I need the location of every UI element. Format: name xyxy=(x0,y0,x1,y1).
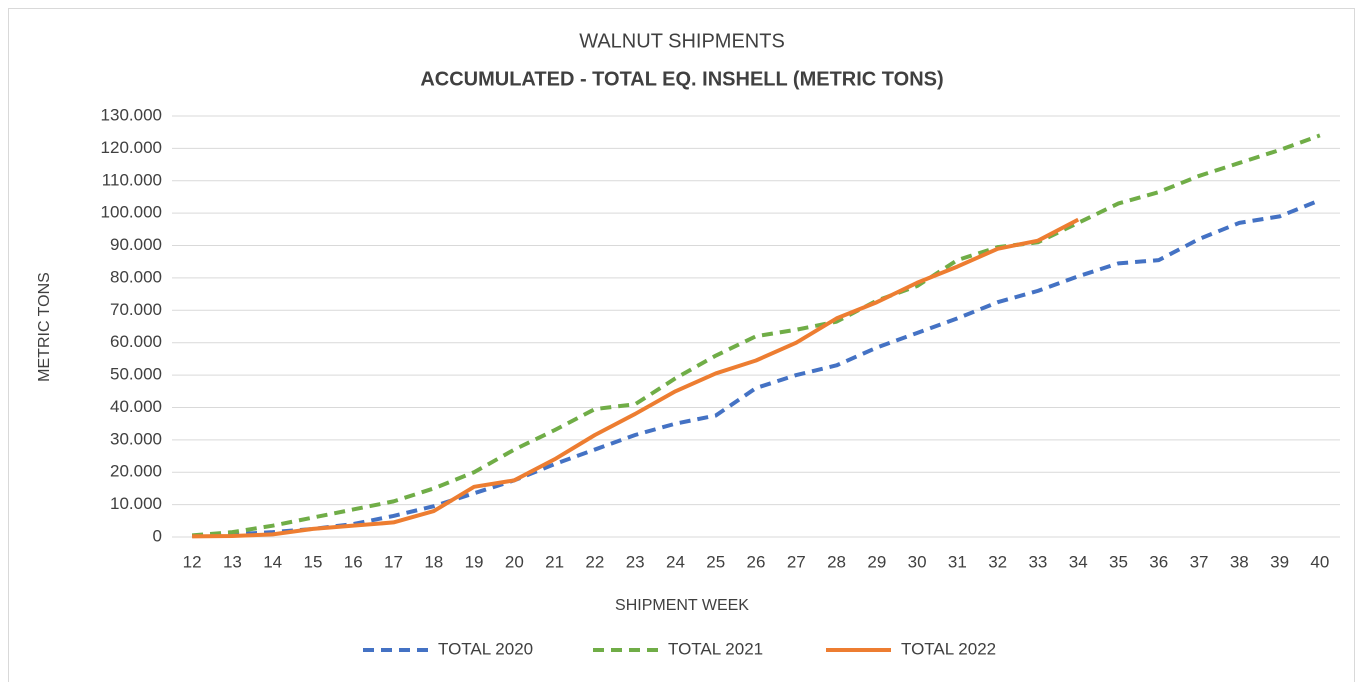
y-tick-label: 70.000 xyxy=(110,300,162,319)
x-tick-label: 17 xyxy=(384,552,403,571)
y-tick-label: 110.000 xyxy=(102,170,162,189)
x-tick-label: 15 xyxy=(304,552,323,571)
x-tick-label: 18 xyxy=(424,552,443,571)
x-tick-label: 20 xyxy=(505,552,524,571)
x-tick-label: 12 xyxy=(183,552,202,571)
chart-subtitle: ACCUMULATED - TOTAL EQ. INSHELL (METRIC … xyxy=(420,68,943,90)
x-tick-label: 34 xyxy=(1069,552,1088,571)
legend-label: TOTAL 2021 xyxy=(668,639,763,658)
y-tick-label: 10.000 xyxy=(110,494,162,513)
y-tick-label: 90.000 xyxy=(110,235,162,254)
chart-title: WALNUT SHIPMENTS xyxy=(579,30,785,52)
y-tick-label: 40.000 xyxy=(110,397,162,416)
y-tick-label: 0 xyxy=(153,526,162,545)
x-tick-label: 23 xyxy=(626,552,645,571)
x-tick-label: 13 xyxy=(223,552,242,571)
x-tick-label: 29 xyxy=(867,552,886,571)
x-tick-label: 22 xyxy=(585,552,604,571)
y-tick-label: 130.000 xyxy=(101,105,162,124)
x-tick-label: 27 xyxy=(787,552,806,571)
x-tick-label: 16 xyxy=(344,552,363,571)
series-line xyxy=(191,133,1321,538)
legend-label: TOTAL 2022 xyxy=(901,639,996,658)
x-tick-label: 38 xyxy=(1230,552,1249,571)
chart-frame xyxy=(8,8,1355,682)
y-axis-label: METRIC TONS xyxy=(36,272,53,382)
y-tick-label: 30.000 xyxy=(110,429,162,448)
x-tick-label: 40 xyxy=(1310,552,1329,571)
x-tick-label: 24 xyxy=(666,552,685,571)
x-tick-label: 35 xyxy=(1109,552,1128,571)
x-tick-label: 37 xyxy=(1190,552,1209,571)
x-tick-label: 21 xyxy=(545,552,564,571)
series-line xyxy=(192,217,1080,539)
x-tick-label: 36 xyxy=(1149,552,1168,571)
x-tick-label: 26 xyxy=(747,552,766,571)
x-tick-label: 28 xyxy=(827,552,846,571)
y-tick-label: 120.000 xyxy=(101,138,162,157)
x-tick-label: 31 xyxy=(948,552,967,571)
x-tick-label: 30 xyxy=(908,552,927,571)
series-line xyxy=(192,198,1321,539)
x-tick-label: 14 xyxy=(263,552,282,571)
y-tick-label: 50.000 xyxy=(110,365,162,384)
y-tick-label: 60.000 xyxy=(110,332,162,351)
y-tick-label: 20.000 xyxy=(110,462,162,481)
y-tick-label: 100.000 xyxy=(101,203,162,222)
x-tick-label: 39 xyxy=(1270,552,1289,571)
x-tick-label: 32 xyxy=(988,552,1007,571)
y-tick-label: 80.000 xyxy=(110,267,162,286)
x-tick-label: 25 xyxy=(706,552,725,571)
legend-label: TOTAL 2020 xyxy=(438,639,533,658)
x-axis-label: SHIPMENT WEEK xyxy=(615,597,749,614)
x-tick-label: 19 xyxy=(465,552,484,571)
x-tick-label: 33 xyxy=(1028,552,1047,571)
